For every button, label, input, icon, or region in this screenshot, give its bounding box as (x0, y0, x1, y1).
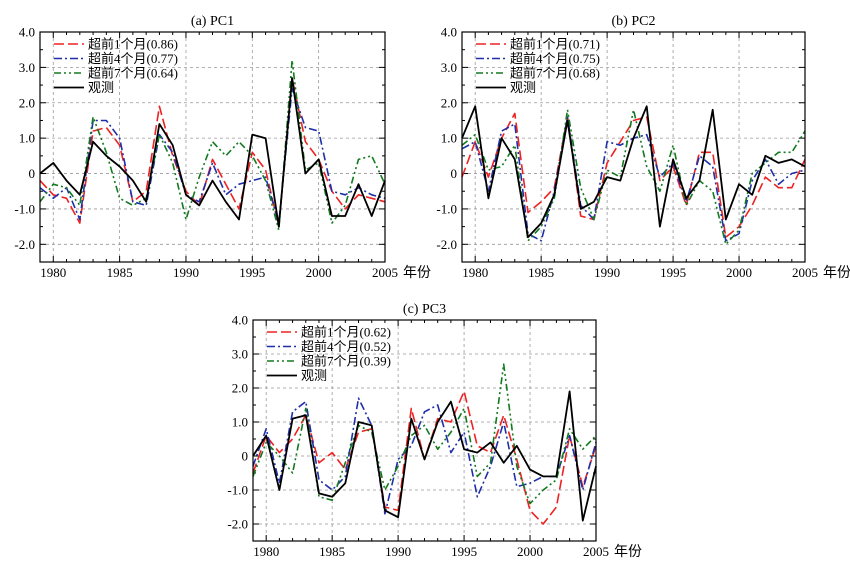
y-tick-label: 4.0 (441, 25, 457, 40)
x-tick-label: 2000 (306, 265, 332, 280)
plot-frame (252, 319, 597, 542)
legend-label: 超前4个月(0.77) (88, 51, 178, 66)
x-axis-label: 年份 (403, 265, 431, 281)
x-tick-label: 1990 (594, 265, 620, 280)
x-tick-label: 2000 (726, 265, 752, 280)
y-tick-label: -2.0 (436, 237, 457, 252)
x-axis-label: 年份 (614, 544, 642, 560)
panel-title: (c) PC3 (403, 302, 446, 317)
chart-panel-1: (a) PC1 4.0 3.0 2.0 1.0 0 -1.0 -2.0 1980 1985 1990… (14, 14, 431, 281)
series-line-obs (252, 390, 597, 522)
y-tick-label: 1.0 (441, 131, 457, 146)
series-line-obs (461, 105, 806, 239)
plot-frame (39, 31, 386, 263)
x-tick-label: 2005 (583, 544, 609, 559)
y-tick-label: 3.0 (19, 60, 35, 75)
x-tick-label: 1990 (173, 265, 199, 280)
series-line-lead7 (461, 109, 806, 246)
legend-label: 观测 (510, 80, 536, 95)
x-tick-label: 2005 (372, 265, 398, 280)
x-tick-label: 2000 (517, 544, 543, 559)
y-tick-label: 3.0 (441, 60, 457, 75)
legend-label: 超前7个月(0.68) (510, 66, 600, 81)
legend-label: 超前1个月(0.86) (88, 37, 178, 52)
series-line-lead4 (39, 87, 386, 224)
x-tick-label: 1985 (528, 265, 554, 280)
series-line-lead1 (39, 77, 386, 228)
y-tick-label: 3.0 (232, 347, 248, 362)
legend-label: 观测 (88, 80, 114, 95)
x-tick-label: 1995 (239, 265, 265, 280)
y-tick-label: 1.0 (232, 415, 248, 430)
y-tick-label: 1.0 (19, 131, 35, 146)
x-tick-label: 1980 (462, 265, 488, 280)
x-tick-label: 1995 (451, 544, 477, 559)
y-tick-label: -1.0 (436, 201, 457, 216)
x-axis-label: 年份 (823, 265, 850, 281)
series-line-lead1 (461, 112, 806, 238)
y-tick-label: 2.0 (441, 95, 457, 110)
chart-panel-3: (c) PC3 4.0 3.0 2.0 1.0 0 -1.0 -2.0 1980 1985 1990… (227, 302, 642, 560)
y-tick-label: 4.0 (19, 25, 35, 40)
panel-title: (b) PC2 (612, 14, 656, 29)
series-line-lead7 (252, 363, 597, 505)
y-tick-label: 4.0 (232, 313, 248, 328)
y-tick-label: 2.0 (19, 95, 35, 110)
legend-label: 超前7个月(0.39) (301, 354, 391, 369)
y-tick-label: -1.0 (14, 201, 35, 216)
legend-label: 超前1个月(0.71) (510, 37, 600, 52)
legend-label: 观测 (301, 368, 327, 383)
x-tick-label: 1980 (40, 265, 66, 280)
x-tick-label: 1980 (253, 544, 279, 559)
x-tick-label: 1985 (319, 544, 345, 559)
plot-frame (461, 31, 806, 263)
y-tick-label: -2.0 (227, 517, 248, 532)
y-tick-label: 2.0 (232, 381, 248, 396)
series-line-obs (39, 77, 386, 228)
legend-label: 超前4个月(0.75) (510, 51, 600, 66)
y-tick-label: 0 (29, 166, 36, 181)
y-tick-label: -2.0 (14, 237, 35, 252)
y-tick-label: 0 (242, 449, 249, 464)
x-tick-label: 1990 (385, 544, 411, 559)
y-tick-label: 0 (451, 166, 458, 181)
legend-label: 超前4个月(0.52) (301, 339, 391, 354)
x-tick-label: 1985 (107, 265, 133, 280)
panel-title: (a) PC1 (191, 14, 234, 29)
x-tick-label: 2005 (792, 265, 818, 280)
series-line-lead4 (252, 397, 597, 515)
legend-label: 超前7个月(0.64) (88, 66, 178, 81)
x-tick-label: 1995 (660, 265, 686, 280)
y-tick-label: -1.0 (227, 483, 248, 498)
legend-label: 超前1个月(0.62) (301, 325, 391, 340)
chart-panel-2: (b) PC2 4.0 3.0 2.0 1.0 0 -1.0 -2.0 1980 1985 1990… (436, 14, 850, 281)
series-line-lead4 (461, 116, 806, 242)
